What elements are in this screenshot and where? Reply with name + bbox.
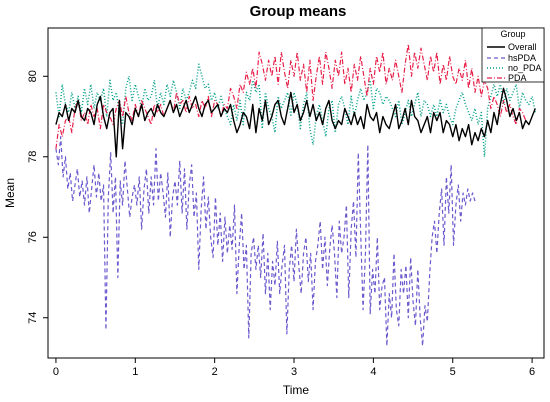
legend-box <box>481 27 545 83</box>
y-tick-label: 78 <box>27 151 39 163</box>
x-tick-label: 5 <box>450 366 456 378</box>
y-tick-label: 80 <box>27 70 39 82</box>
x-tick-label: 2 <box>212 366 218 378</box>
y-tick-label: 76 <box>27 231 39 243</box>
series-line-pda <box>55 43 527 149</box>
legend-label-no-pda: no_PDA <box>508 63 542 73</box>
x-tick-label: 3 <box>291 366 297 378</box>
legend-label-pda: PDA <box>508 73 527 83</box>
chart-title: Group means <box>250 3 347 20</box>
plot-frame <box>47 27 545 359</box>
y-axis: 74 76 78 80 <box>27 70 48 324</box>
series-line-no-pda <box>55 63 537 158</box>
x-tick-label: 0 <box>53 366 59 378</box>
series-layer <box>55 43 537 347</box>
series-line-hspda <box>55 136 476 347</box>
legend: Group Overall hsPDA no_PDA PDA <box>481 27 545 83</box>
x-tick-label: 6 <box>529 366 535 378</box>
x-tick-label: 1 <box>132 366 138 378</box>
x-tick-label: 4 <box>370 366 376 378</box>
series-line-overall <box>55 87 536 158</box>
y-axis-label: Mean <box>3 178 17 208</box>
y-tick-label: 74 <box>27 312 39 324</box>
legend-label-hspda: hsPDA <box>508 53 536 63</box>
x-axis-label: Time <box>283 383 310 397</box>
legend-label-overall: Overall <box>508 42 537 52</box>
x-axis: 0 1 2 3 4 5 6 <box>53 358 535 378</box>
legend-title: Group <box>500 29 525 39</box>
